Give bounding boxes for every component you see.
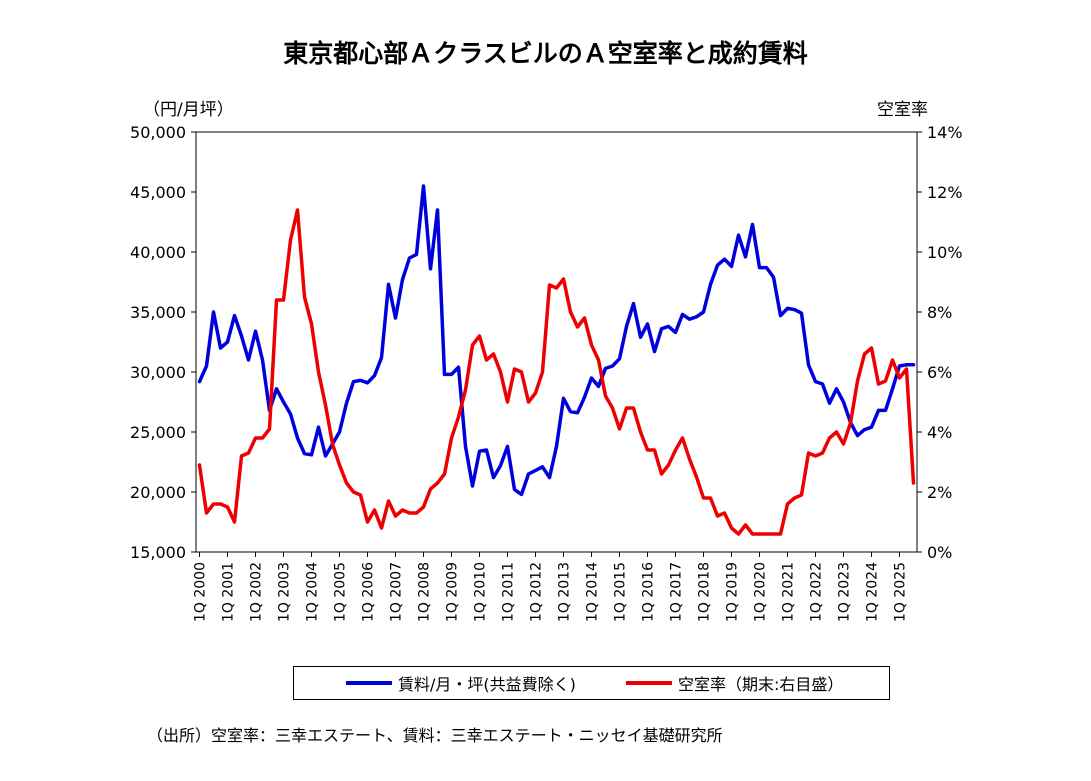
y-left-tick-label: 25,000	[130, 423, 186, 442]
x-tick-label: 1Q 2018	[697, 562, 713, 622]
x-tick-label: 1Q 2010	[473, 562, 489, 622]
y-left-tick-label: 15,000	[130, 543, 186, 562]
right-axis-unit: 空室率	[877, 100, 928, 120]
x-tick-label: 1Q 2005	[333, 562, 349, 622]
x-tick-label: 1Q 2006	[361, 562, 377, 622]
x-tick-label: 1Q 2012	[529, 562, 545, 622]
x-tick-label: 1Q 2008	[417, 562, 433, 622]
x-tick-label: 1Q 2022	[809, 562, 825, 622]
series-line-rent	[197, 184, 916, 497]
y-right-tick-label: 12%	[927, 183, 963, 202]
y-left-tick-label: 30,000	[130, 363, 186, 382]
y-left-tick-label: 40,000	[130, 243, 186, 262]
x-tick-label: 1Q 2024	[865, 562, 881, 622]
x-tick-label: 1Q 2021	[781, 562, 797, 622]
x-tick-label: 1Q 2001	[221, 562, 237, 622]
y-left-tick-label: 35,000	[130, 303, 186, 322]
x-tick-label: 1Q 2015	[613, 562, 629, 622]
legend: 賃料/月・坪(共益費除く) 空室率（期末:右目盛）	[293, 666, 890, 700]
y-right-tick-label: 2%	[927, 483, 952, 502]
legend-swatch-vacancy	[626, 681, 672, 685]
series-line-vacancy	[197, 208, 916, 536]
y-right-tick-label: 8%	[927, 303, 952, 322]
legend-item-vacancy: 空室率（期末:右目盛）	[626, 667, 843, 699]
legend-label-vacancy: 空室率（期末:右目盛）	[678, 675, 844, 694]
x-tick-label: 1Q 2003	[277, 562, 293, 622]
x-tick-label: 1Q 2000	[193, 562, 209, 622]
x-tick-label: 1Q 2004	[305, 562, 321, 622]
x-tick-label: 1Q 2020	[753, 562, 769, 622]
x-tick-label: 1Q 2002	[249, 562, 265, 622]
y-left-tick-label: 20,000	[130, 483, 186, 502]
x-tick-label: 1Q 2023	[837, 562, 853, 622]
legend-label-rent: 賃料/月・坪(共益費除く)	[398, 675, 576, 694]
x-tick-label: 1Q 2011	[501, 562, 517, 622]
chart-title: 東京都心部ＡクラスビルのＡ空室率と成約賃料	[283, 39, 808, 68]
left-axis-unit: （円/月坪）	[143, 100, 234, 120]
x-tick-label: 1Q 2009	[445, 562, 461, 622]
y-right-tick-label: 14%	[927, 123, 963, 142]
source-note: （出所）空室率：三幸エステート、賃料：三幸エステート・ニッセイ基礎研究所	[147, 726, 723, 745]
x-tick-label: 1Q 2007	[389, 562, 405, 622]
x-tick-label: 1Q 2014	[585, 562, 601, 622]
y-right-tick-label: 10%	[927, 243, 963, 262]
y-left-tick-label: 45,000	[130, 183, 186, 202]
x-tick-label: 1Q 2017	[669, 562, 685, 622]
x-tick-label: 1Q 2013	[557, 562, 573, 622]
y-left-tick-label: 50,000	[130, 123, 186, 142]
y-right-tick-label: 6%	[927, 363, 952, 382]
legend-swatch-rent	[346, 681, 392, 685]
legend-item-rent: 賃料/月・坪(共益費除く)	[346, 667, 576, 699]
x-tick-label: 1Q 2016	[641, 562, 657, 622]
plot-frame	[195, 131, 918, 553]
y-right-tick-label: 0%	[927, 543, 952, 562]
x-tick-label: 1Q 2019	[725, 562, 741, 622]
y-right-tick-label: 4%	[927, 423, 952, 442]
x-tick-label: 1Q 2025	[893, 562, 909, 622]
